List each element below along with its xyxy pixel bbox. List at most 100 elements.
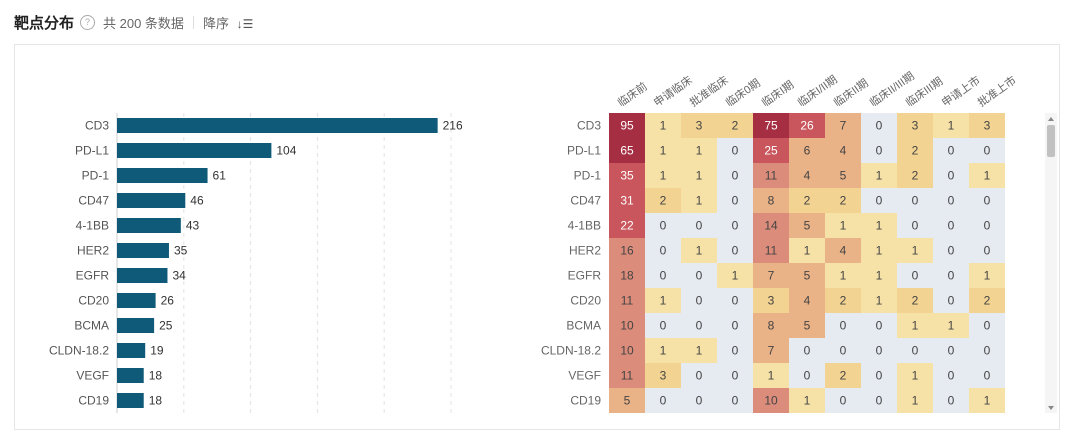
bar[interactable] [117, 393, 144, 408]
heatmap-cell[interactable] [717, 238, 753, 263]
bar[interactable] [117, 318, 155, 333]
heatmap-cell[interactable] [645, 138, 681, 163]
heatmap-cell[interactable] [753, 238, 789, 263]
heatmap-cell[interactable] [609, 213, 645, 238]
heatmap-cell[interactable] [969, 163, 1005, 188]
heatmap-cell[interactable] [717, 388, 753, 413]
heatmap-cell[interactable] [681, 338, 717, 363]
bar[interactable] [117, 193, 186, 208]
heatmap-cell[interactable] [681, 238, 717, 263]
heatmap-cell[interactable] [681, 138, 717, 163]
heatmap-cell[interactable] [825, 363, 861, 388]
heatmap-cell[interactable] [753, 163, 789, 188]
heatmap-cell[interactable] [897, 388, 933, 413]
heatmap-cell[interactable] [645, 313, 681, 338]
heatmap-cell[interactable] [753, 363, 789, 388]
heatmap-cell[interactable] [825, 313, 861, 338]
heatmap-cell[interactable] [825, 288, 861, 313]
heatmap-cell[interactable] [681, 213, 717, 238]
heatmap-cell[interactable] [825, 238, 861, 263]
heatmap-cell[interactable] [933, 213, 969, 238]
heatmap-cell[interactable] [825, 388, 861, 413]
heatmap-cell[interactable] [681, 313, 717, 338]
heatmap-cell[interactable] [753, 263, 789, 288]
heatmap-cell[interactable] [681, 263, 717, 288]
heatmap-cell[interactable] [933, 188, 969, 213]
heatmap-cell[interactable] [933, 313, 969, 338]
heatmap-cell[interactable] [789, 188, 825, 213]
heatmap-cell[interactable] [753, 338, 789, 363]
heatmap-cell[interactable] [933, 163, 969, 188]
heatmap-cell[interactable] [933, 338, 969, 363]
heatmap-cell[interactable] [609, 138, 645, 163]
heatmap-cell[interactable] [897, 213, 933, 238]
heatmap-cell[interactable] [717, 213, 753, 238]
heatmap-cell[interactable] [969, 338, 1005, 363]
heatmap-cell[interactable] [645, 338, 681, 363]
heatmap-cell[interactable] [933, 263, 969, 288]
heatmap-cell[interactable] [969, 388, 1005, 413]
heatmap-cell[interactable] [789, 288, 825, 313]
heatmap-cell[interactable] [933, 363, 969, 388]
heatmap-cell[interactable] [609, 263, 645, 288]
heatmap-cell[interactable] [897, 113, 933, 138]
heatmap-cell[interactable] [717, 313, 753, 338]
heatmap-cell[interactable] [897, 188, 933, 213]
heatmap-cell[interactable] [789, 213, 825, 238]
scrollbar[interactable] [1045, 113, 1057, 413]
heatmap-cell[interactable] [681, 188, 717, 213]
heatmap-cell[interactable] [753, 213, 789, 238]
heatmap-cell[interactable] [969, 188, 1005, 213]
bar[interactable] [117, 118, 438, 133]
heatmap-cell[interactable] [861, 238, 897, 263]
heatmap-cell[interactable] [897, 313, 933, 338]
heatmap-cell[interactable] [825, 138, 861, 163]
heatmap-cell[interactable] [717, 163, 753, 188]
heatmap-cell[interactable] [753, 188, 789, 213]
heatmap-cell[interactable] [825, 163, 861, 188]
heatmap-cell[interactable] [645, 263, 681, 288]
heatmap-cell[interactable] [861, 313, 897, 338]
heatmap-cell[interactable] [825, 263, 861, 288]
heatmap-cell[interactable] [717, 138, 753, 163]
heatmap-cell[interactable] [897, 363, 933, 388]
heatmap-cell[interactable] [609, 338, 645, 363]
heatmap-cell[interactable] [825, 213, 861, 238]
bar[interactable] [117, 368, 144, 383]
heatmap-cell[interactable] [645, 213, 681, 238]
heatmap-cell[interactable] [861, 188, 897, 213]
heatmap-cell[interactable] [861, 338, 897, 363]
heatmap-cell[interactable] [861, 288, 897, 313]
scrollbar-thumb[interactable] [1047, 125, 1055, 157]
heatmap-cell[interactable] [681, 113, 717, 138]
heatmap-cell[interactable] [789, 338, 825, 363]
heatmap-cell[interactable] [789, 263, 825, 288]
heatmap-cell[interactable] [897, 238, 933, 263]
heatmap-cell[interactable] [753, 388, 789, 413]
heatmap-cell[interactable] [861, 263, 897, 288]
heatmap-cell[interactable] [897, 338, 933, 363]
bar[interactable] [117, 143, 272, 158]
bar[interactable] [117, 293, 156, 308]
heatmap-cell[interactable] [969, 313, 1005, 338]
heatmap-cell[interactable] [609, 188, 645, 213]
heatmap-cell[interactable] [789, 388, 825, 413]
heatmap-cell[interactable] [861, 163, 897, 188]
heatmap-cell[interactable] [825, 188, 861, 213]
bar[interactable] [117, 168, 208, 183]
bar[interactable] [117, 343, 146, 358]
heatmap-cell[interactable] [969, 238, 1005, 263]
heatmap-cell[interactable] [717, 288, 753, 313]
heatmap-cell[interactable] [825, 338, 861, 363]
heatmap-cell[interactable] [897, 263, 933, 288]
bar[interactable] [117, 218, 181, 233]
heatmap-cell[interactable] [789, 113, 825, 138]
heatmap-cell[interactable] [789, 163, 825, 188]
heatmap-cell[interactable] [861, 388, 897, 413]
heatmap-cell[interactable] [645, 288, 681, 313]
heatmap-cell[interactable] [969, 263, 1005, 288]
heatmap-cell[interactable] [753, 288, 789, 313]
heatmap-cell[interactable] [753, 113, 789, 138]
heatmap-cell[interactable] [717, 188, 753, 213]
heatmap-cell[interactable] [933, 113, 969, 138]
